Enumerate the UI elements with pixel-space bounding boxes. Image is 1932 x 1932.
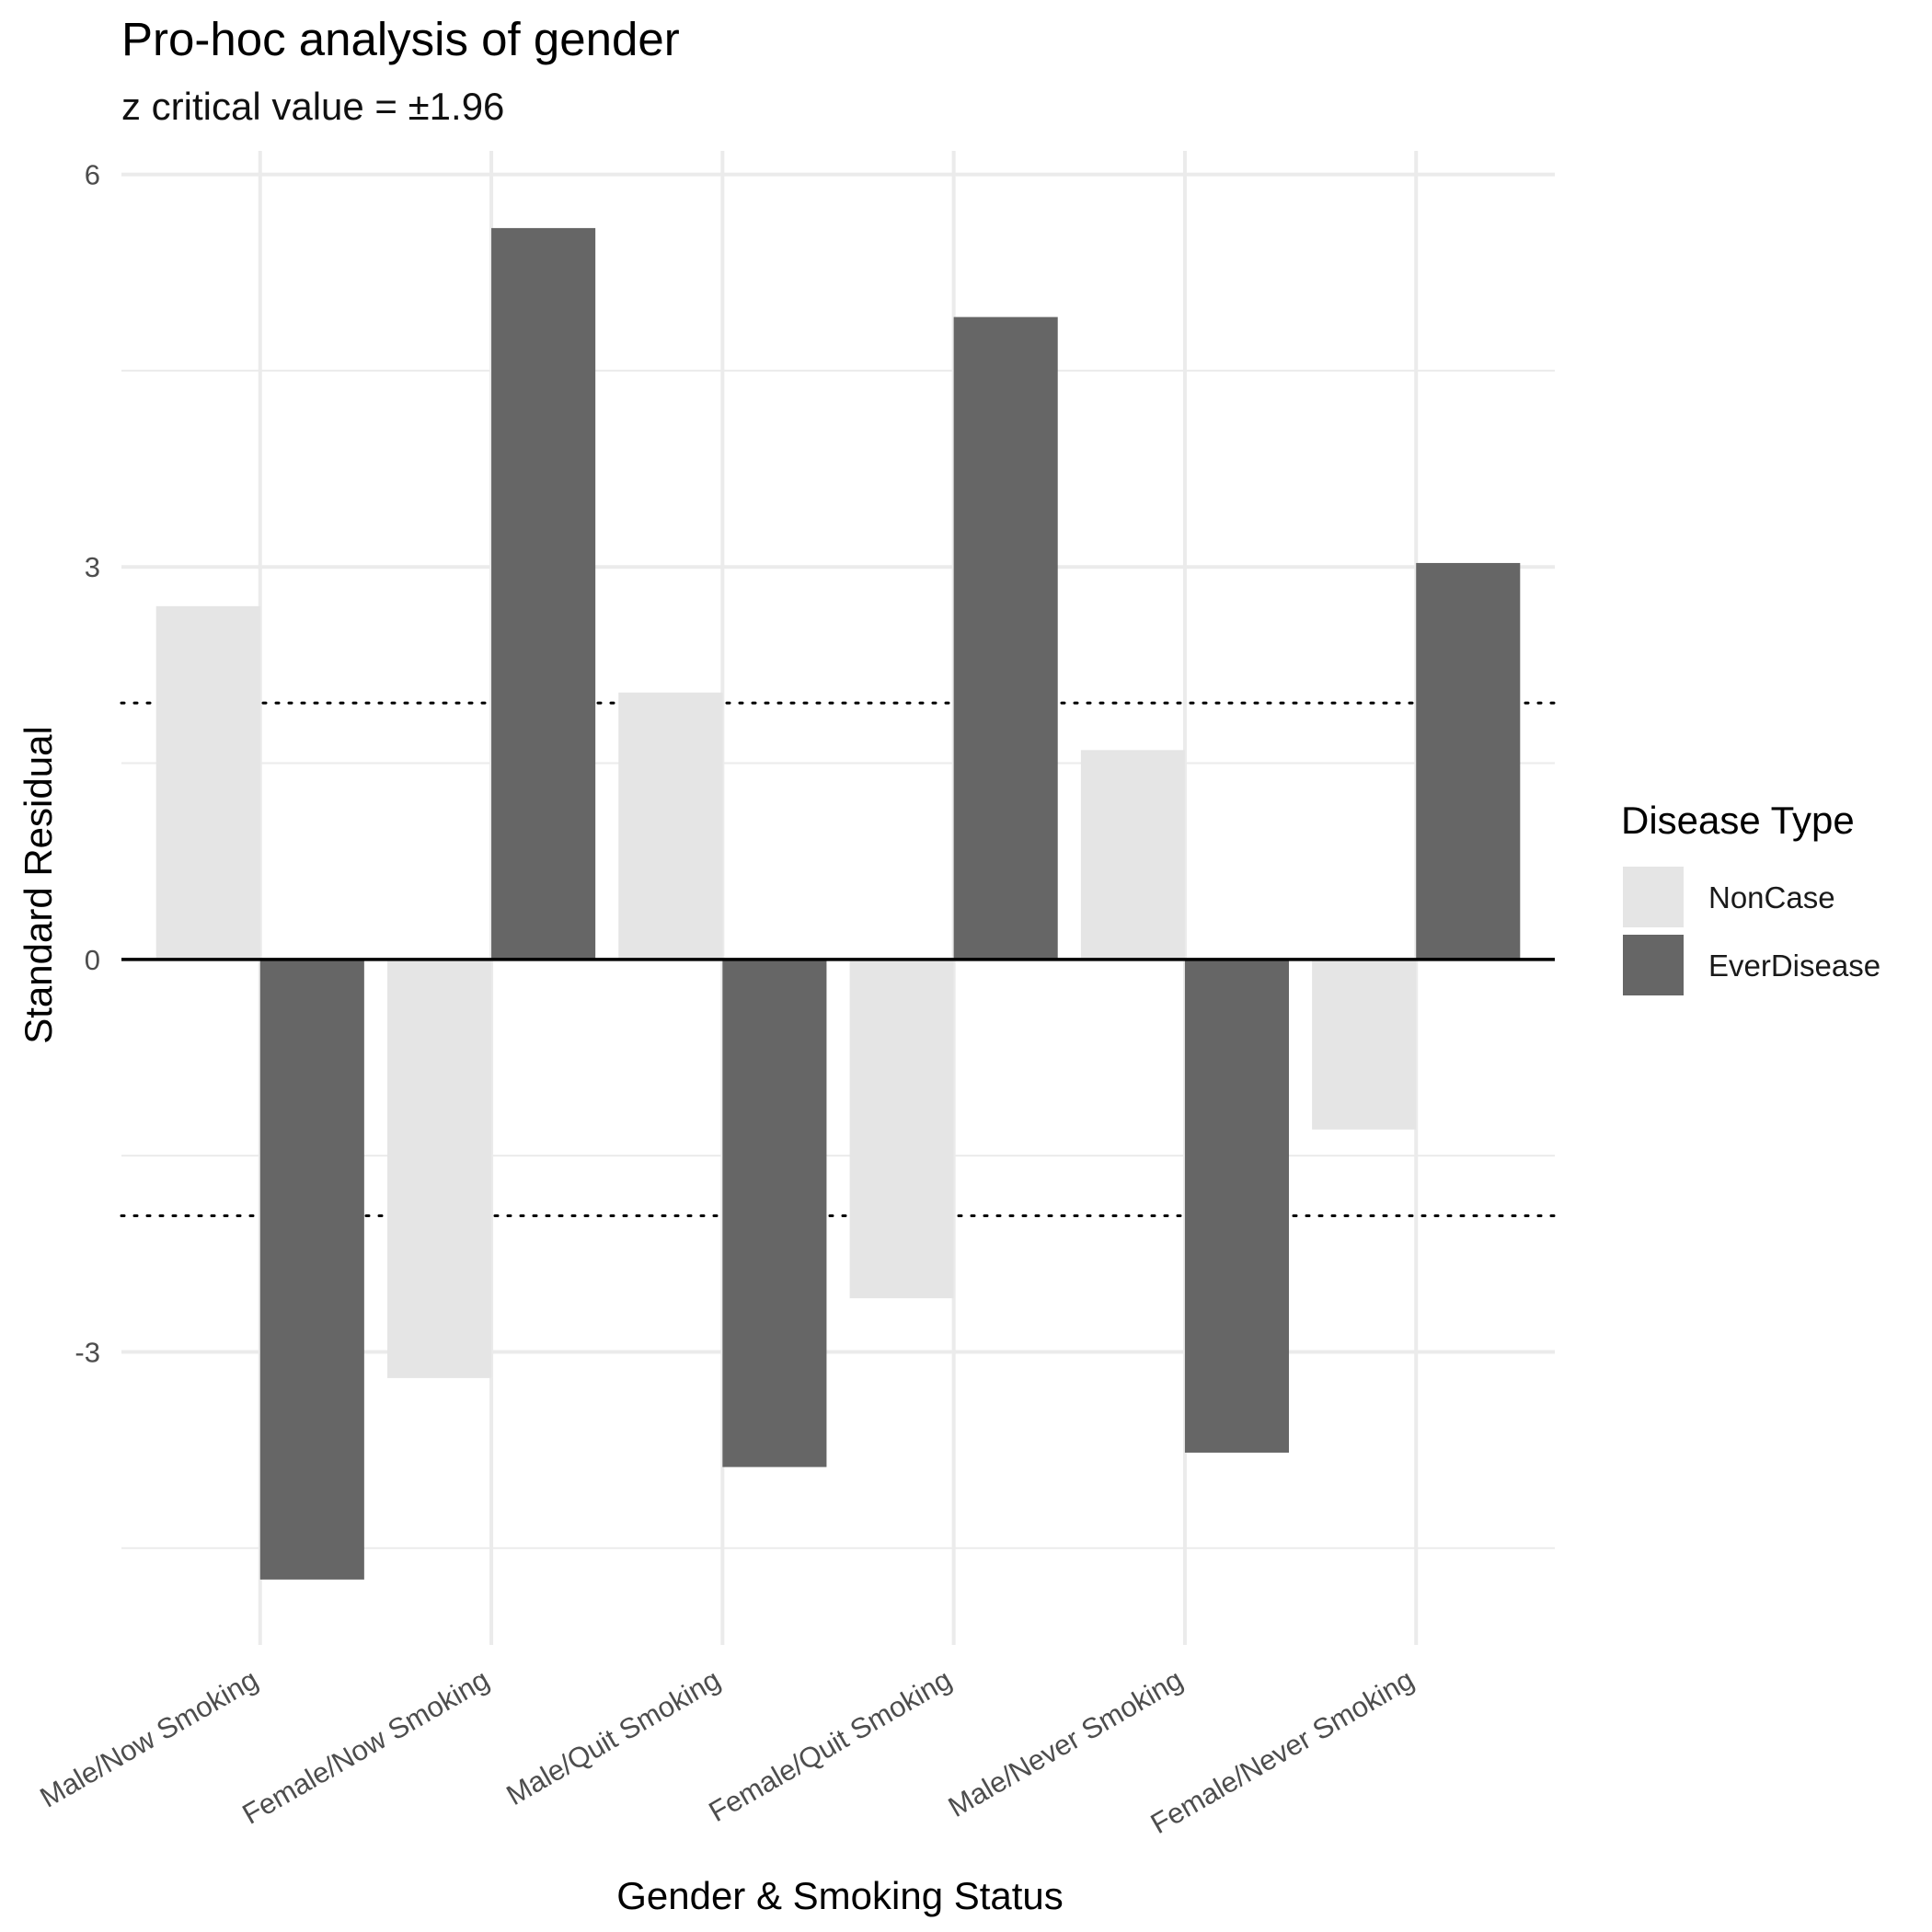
bar-everdisease-4 (1184, 959, 1290, 1453)
bar-everdisease-0 (259, 959, 364, 1580)
y-tick-label: 6 (85, 159, 100, 191)
chart-title: Pro-hoc analysis of gender (121, 13, 680, 65)
bar-noncase-1 (386, 959, 492, 1378)
y-tick-label: 3 (85, 551, 100, 583)
legend-key-noncase (1623, 867, 1684, 927)
x-axis-title: Gender & Smoking Status (616, 1874, 1064, 1917)
legend: Disease Type NonCase EverDisease (1621, 799, 1880, 995)
x-tick-label: Male/Never Smoking (943, 1663, 1189, 1823)
y-axis-ticks: -3 0 3 6 (75, 159, 100, 1369)
legend-label-everdisease: EverDisease (1708, 949, 1880, 983)
y-tick-label: -3 (75, 1336, 100, 1368)
legend-key-everdisease (1623, 935, 1684, 995)
bar-noncase-5 (1312, 959, 1417, 1130)
chart-subtitle: z critical value = ±1.96 (121, 85, 504, 128)
legend-items: NonCase EverDisease (1623, 867, 1880, 995)
legend-title: Disease Type (1621, 799, 1855, 842)
bar-everdisease-2 (722, 959, 827, 1467)
y-axis-title: Standard Residual (17, 726, 60, 1044)
plot-panel (120, 151, 1557, 1645)
x-tick-label: Female/Now Smoking (236, 1663, 494, 1831)
x-tick-label: Male/Now Smoking (35, 1663, 264, 1814)
bar-everdisease-1 (491, 227, 596, 960)
x-tick-label: Female/Quit Smoking (704, 1663, 958, 1828)
legend-label-noncase: NonCase (1708, 880, 1835, 914)
bar-everdisease-5 (1416, 562, 1521, 960)
bar-noncase-4 (1080, 750, 1185, 960)
x-tick-label: Male/Quit Smoking (501, 1663, 726, 1811)
bar-noncase-3 (849, 959, 954, 1299)
y-tick-label: 0 (85, 944, 100, 976)
bar-everdisease-3 (953, 316, 1058, 960)
bar-noncase-0 (155, 605, 260, 960)
bars (155, 227, 1521, 1580)
bar-noncase-2 (618, 692, 723, 960)
